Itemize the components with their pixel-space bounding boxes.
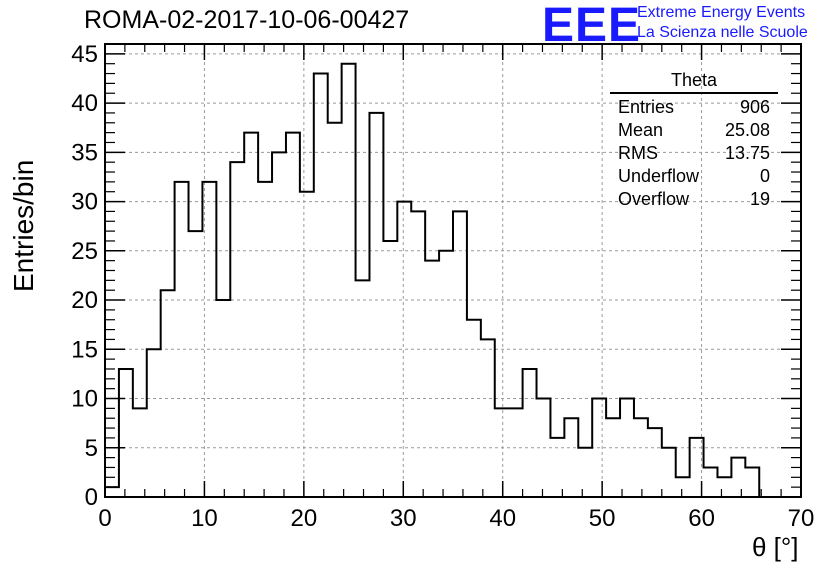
stats-row: Mean 25.08 [610,119,778,142]
y-tick-label: 45 [71,41,98,68]
stats-row: Underflow 0 [610,165,778,188]
x-tick-label: 10 [191,505,218,532]
histogram-line [104,62,761,497]
chart-title: ROMA-02-2017-10-06-00427 [84,6,410,34]
x-tick-label: 50 [589,505,616,532]
y-tick-label: 10 [71,386,98,413]
stats-value: 19 [749,189,770,209]
logo-caption: Extreme Energy Events La Scienza nelle S… [637,3,808,43]
eee-logo: EEE [542,0,642,52]
x-tick-label: 20 [291,505,318,532]
x-tick-label: 70 [788,505,815,532]
stats-value: 0 [759,166,770,186]
y-axis-label: Entries/bin [8,159,39,292]
x-tick-label: 60 [688,505,715,532]
stats-title: Theta [610,70,778,94]
y-tick-label: 25 [71,238,98,265]
tick-labels: 0 10 20 30 40 50 60 70 0 5 10 15 20 25 30 35 40 45 [71,41,814,532]
stats-row: RMS 13.75 [610,142,778,165]
x-axis-label: θ [°] [752,532,799,562]
axis-ticks [104,43,802,498]
stats-box: Theta Entries 906 Mean 25.08 RMS 13.75 U… [610,70,778,211]
y-tick-label: 20 [71,287,98,314]
stats-label: Entries [618,97,675,117]
logo-line-1: Extreme Energy Events [637,4,806,21]
x-tick-label: 0 [98,505,111,532]
stats-label: RMS [618,143,658,163]
x-tick-label: 30 [390,505,417,532]
stats-value: 25.08 [724,120,770,140]
stats-value: 13.75 [724,143,770,163]
y-tick-label: 5 [85,435,98,462]
stats-value: 906 [739,97,770,117]
stats-label: Underflow [618,166,700,186]
logo-line-2: La Scienza nelle Scuole [637,24,808,41]
stats-row: Overflow 19 [610,188,778,211]
y-tick-label: 30 [71,189,98,216]
y-tick-label: 35 [71,139,98,166]
y-tick-label: 15 [71,336,98,363]
stats-row: Entries 906 [610,96,778,119]
stats-label: Overflow [618,189,690,209]
stats-label: Mean [618,120,664,140]
y-tick-label: 40 [71,90,98,117]
y-tick-label: 0 [85,484,98,511]
x-tick-label: 40 [489,505,516,532]
